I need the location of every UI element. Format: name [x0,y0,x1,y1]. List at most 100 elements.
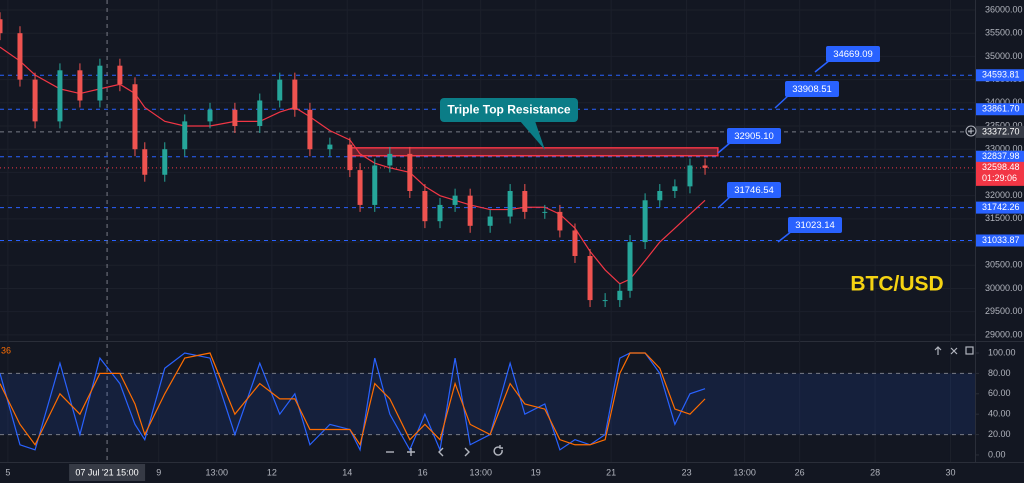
callout-arrow [774,94,790,109]
y-tick-label: 30500.00 [985,260,1023,270]
crosshair-x-tag [69,464,146,481]
candle-body [182,121,188,150]
price-tag-label: 32837.98 [982,151,1020,161]
candle-body [257,100,263,127]
candle-body [292,79,298,110]
y-tick-label: 33500.00 [985,120,1023,130]
x-tick-label: 23 [682,467,692,477]
x-tick-label: 30 [945,467,955,477]
crosshair-icon-plus [968,128,974,134]
x-tick-label: 21 [606,467,616,477]
callout-box [727,182,781,198]
candle-body [437,204,443,222]
scroll-left[interactable] [438,447,444,457]
candle-body [542,211,548,213]
scroll-right[interactable] [464,447,470,457]
price-tag-label: 34593.81 [982,70,1020,80]
resistance-callout: Triple Top Resistance [440,98,578,150]
crosshair-icon[interactable] [965,125,977,137]
toolbar[interactable] [386,445,503,457]
price-callout: 32905.10 [717,128,781,154]
y-tick-label: 29000.00 [985,329,1023,339]
price-tag-label: 31742.26 [982,202,1020,212]
crosshair-y-label: 33372.70 [982,126,1020,136]
x-tick-label: 28 [870,467,880,477]
candle-body [407,153,413,192]
price-tag [976,201,1024,214]
price-tag-label: 31033.87 [982,235,1020,245]
callout-text: 31746.54 [734,185,774,196]
panel-controls[interactable] [934,346,974,355]
candle-body [452,195,458,205]
price-callout: 31746.54 [717,182,781,209]
crosshair-x-label: 07 Jul '21 15:00 [75,467,138,477]
callout-box [440,98,578,122]
price-callout: 34669.09 [814,46,880,73]
y-tick-label: 40.00 [988,409,1011,419]
y-tick-label: 31500.00 [985,213,1023,223]
candle-body [327,144,333,150]
candle-body [642,200,648,243]
candle-body [307,109,313,150]
price-tag [976,234,1024,247]
y-tick-label: 80.00 [988,368,1011,378]
candle-body [672,186,678,192]
price-tag [976,161,1024,186]
y-tick-label: 0.00 [988,449,1006,459]
candle-body [57,70,63,122]
candle-body [467,195,473,226]
oscillator-line [0,352,706,453]
candle-body [0,19,3,34]
zoom-in[interactable] [407,448,415,456]
price-tag [976,150,1024,163]
symbol-title: BTC/USD [850,273,943,296]
price-tag-label: 32598.48 [982,162,1020,172]
callout-text: Triple Top Resistance [447,103,570,117]
reset[interactable] [493,445,503,456]
candle-body [17,33,23,80]
countdown-label: 01:29:06 [982,173,1017,183]
candle-body [357,170,363,205]
maximize[interactable] [965,346,974,355]
candle-body [487,216,493,226]
callout-arrow [717,195,732,209]
candle-body [162,149,168,175]
x-tick-label: 26 [795,467,805,477]
candle-body [557,211,563,231]
x-tick-label: 13:00 [469,467,492,477]
x-tick-label: 14 [342,467,352,477]
y-tick-label: 30000.00 [985,283,1023,293]
candle-body [77,70,83,101]
candle-body [387,153,393,166]
price-tag [976,103,1024,116]
y-tick-label: 35000.00 [985,51,1023,61]
x-tick-label: 19 [531,467,541,477]
callout-text: 31023.14 [795,220,835,231]
close-panel[interactable] [950,347,958,355]
oscillator-band [0,373,975,435]
callout-arrow [814,59,831,73]
x-tick-label: 16 [418,467,428,477]
move-up[interactable] [934,346,942,355]
price-tag [976,69,1024,82]
candle-body [372,165,378,205]
price-tag-label: 33861.70 [982,104,1020,114]
candle-body [32,79,38,122]
y-tick-label: 100.00 [988,347,1016,357]
candle-body [347,144,353,171]
callout-box [826,46,880,62]
candle-body [522,191,528,212]
candle-body [207,109,213,122]
moving-average [0,46,706,285]
candle-body [277,79,283,101]
y-tick-label: 33000.00 [985,144,1023,154]
callout-pointer [520,121,545,150]
candle-body [587,255,593,301]
callout-box [785,81,839,97]
candle-body [422,191,428,222]
crosshair-button[interactable] [965,125,977,137]
